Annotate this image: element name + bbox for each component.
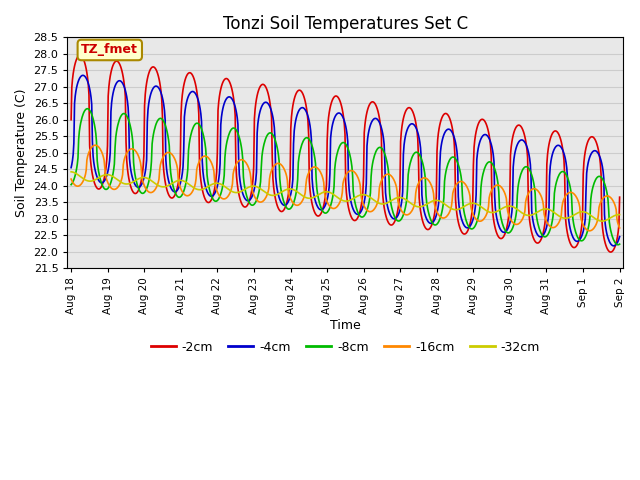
Text: TZ_fmet: TZ_fmet [81, 44, 138, 57]
Title: Tonzi Soil Temperatures Set C: Tonzi Soil Temperatures Set C [223, 15, 468, 33]
X-axis label: Time: Time [330, 320, 361, 333]
Y-axis label: Soil Temperature (C): Soil Temperature (C) [15, 88, 28, 217]
Legend: -2cm, -4cm, -8cm, -16cm, -32cm: -2cm, -4cm, -8cm, -16cm, -32cm [145, 336, 545, 359]
